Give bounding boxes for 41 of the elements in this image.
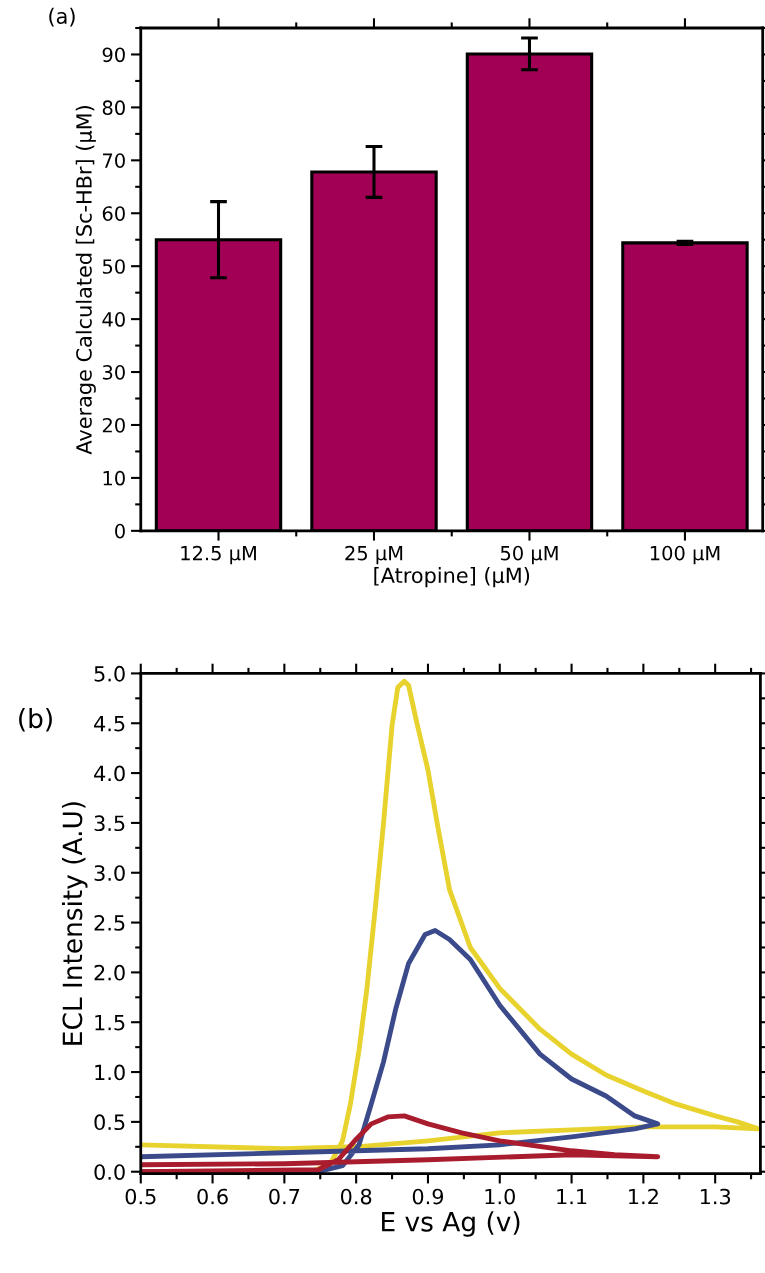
- x-tick-label: 0.6: [197, 1188, 228, 1205]
- x-tick-label: 1.2: [629, 1188, 658, 1205]
- x-tick-label: 12.5 μM: [181, 545, 256, 565]
- y-axis-title: Average Calculated [Sc-HBr] (μM): [75, 106, 96, 455]
- x-axis-title: [Atropine] (μM): [374, 567, 530, 588]
- x-tick-label: 0.7: [269, 1188, 300, 1205]
- y-tick-label: 10: [103, 470, 125, 486]
- y-tick-label: 3.5: [94, 815, 125, 832]
- y-tick-label: 4.5: [94, 715, 125, 732]
- y-tick-label: 30: [102, 365, 125, 380]
- y-tick-label: 3.0: [94, 865, 125, 881]
- x-tick-label: 1.0: [485, 1188, 515, 1205]
- x-tick-label: 50 μM: [500, 545, 558, 565]
- y-tick-label: 1.0: [95, 1064, 125, 1081]
- line-series: [140, 1113, 661, 1174]
- text: (a): [49, 7, 75, 27]
- y-tick-label: 50: [102, 259, 125, 274]
- x-tick-label: 0.9: [412, 1188, 444, 1205]
- x-tick-label: 0.5: [125, 1188, 156, 1205]
- y-axis-title: ECL Intensity (A.U): [61, 802, 88, 1045]
- y-tick-label: 4.0: [94, 765, 125, 782]
- x-axis-title: E vs Ag (v): [382, 1211, 520, 1237]
- y-tick-label: 40: [102, 312, 125, 327]
- x-tick-label: 0.8: [340, 1188, 372, 1205]
- x-tick-label: 25 μM: [345, 545, 403, 565]
- y-tick-label: 0: [115, 523, 125, 539]
- y-tick-label: 60: [102, 206, 125, 221]
- y-tick-label: 2.0: [94, 964, 125, 981]
- x-tick-label: 1.1: [557, 1188, 587, 1205]
- y-tick-label: 70: [103, 153, 125, 168]
- y-tick-label: 5.0: [94, 665, 125, 682]
- y-tick-label: 80: [102, 100, 125, 116]
- y-tick-label: 90: [102, 47, 125, 63]
- y-tick-label: 0.5: [94, 1114, 125, 1131]
- x-tick-label: 100 μM: [650, 545, 720, 565]
- y-tick-label: 20: [102, 417, 125, 433]
- text: (b): [19, 707, 52, 732]
- x-tick-label: 1.3: [700, 1188, 731, 1205]
- y-tick-label: 2.5: [94, 915, 125, 931]
- y-tick-label: 1.5: [95, 1014, 125, 1031]
- y-tick-label: 0.0: [94, 1164, 125, 1180]
